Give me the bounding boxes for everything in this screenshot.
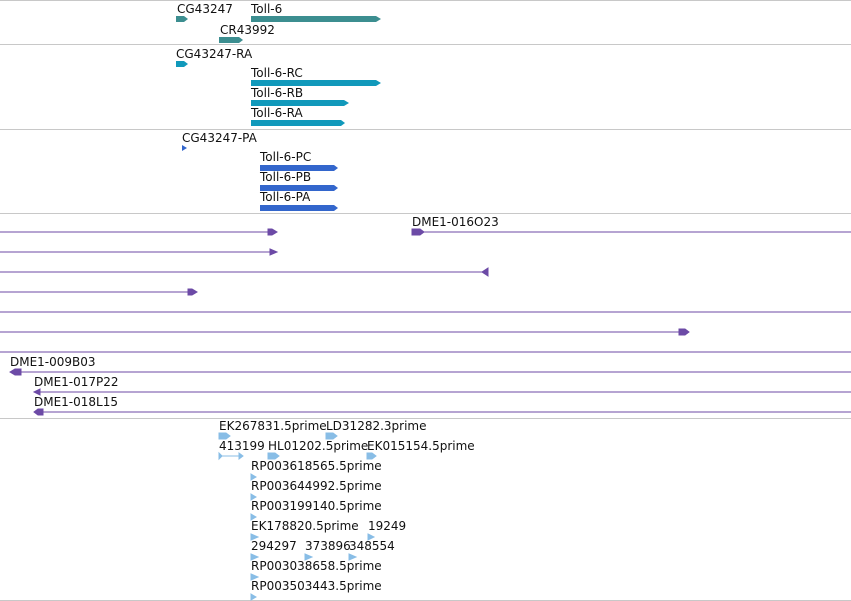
clone-label-dme1-016o23[interactable]: DME1-016O23 bbox=[412, 215, 499, 229]
transcript-feature-toll-6-ra bbox=[251, 120, 345, 126]
est-label[interactable]: 19249 bbox=[368, 519, 407, 533]
gene-feature-cg43247 bbox=[176, 16, 188, 22]
transcript-feature-toll-6-rc bbox=[251, 80, 381, 86]
est-label[interactable]: 348554 bbox=[349, 539, 395, 553]
protein-feature-toll-6-pb bbox=[260, 185, 338, 191]
gene-label-cg43247[interactable]: CG43247 bbox=[177, 2, 233, 16]
protein-label-toll-6-pa[interactable]: Toll-6-PA bbox=[260, 190, 311, 204]
gene-glyphs[interactable] bbox=[176, 16, 381, 43]
est-label[interactable]: 413199 bbox=[219, 439, 265, 453]
track-separator bbox=[0, 0, 851, 1]
clone-label-dme1-017p22[interactable]: DME1-017P22 bbox=[34, 375, 119, 389]
est-label[interactable]: RP003199140.5prime bbox=[251, 499, 382, 513]
transcript-feature-cg43247-ra bbox=[176, 61, 188, 67]
clone-glyphs[interactable] bbox=[0, 228, 851, 416]
transcript-glyphs[interactable] bbox=[176, 61, 381, 126]
gene-feature-cr43992 bbox=[219, 37, 243, 43]
est-label[interactable]: RP003644992.5prime bbox=[251, 479, 382, 493]
gene-feature-toll-6 bbox=[251, 16, 381, 22]
transcript-feature-toll-6-rb bbox=[251, 100, 349, 106]
protein-feature-cg43247-pa bbox=[182, 145, 187, 151]
est-label[interactable]: RP003618565.5prime bbox=[251, 459, 382, 473]
transcript-label-cg43247-ra[interactable]: CG43247-RA bbox=[176, 47, 253, 61]
clone-label-dme1-009b03[interactable]: DME1-009B03 bbox=[10, 355, 96, 369]
protein-feature-toll-6-pc bbox=[260, 165, 338, 171]
protein-label-toll-6-pb[interactable]: Toll-6-PB bbox=[260, 170, 312, 184]
transcript-label-toll-6-rb[interactable]: Toll-6-RB bbox=[251, 86, 304, 100]
est-label[interactable]: EK267831.5prime bbox=[219, 419, 327, 433]
est-label[interactable]: RP003503443.5prime bbox=[251, 579, 382, 593]
est-glyphs[interactable] bbox=[218, 432, 377, 601]
gene-label-cr43992[interactable]: CR43992 bbox=[220, 23, 275, 37]
est-label[interactable]: EK015154.5prime bbox=[367, 439, 475, 453]
refseq-transcripts-track: CG43247-PA Toll-6-PC Toll-6-PB Toll-6-PA bbox=[0, 130, 851, 213]
transcript-label-toll-6-rc[interactable]: Toll-6-RC bbox=[251, 66, 303, 80]
track-separator bbox=[0, 213, 851, 214]
est-label[interactable]: LD31282.3prime bbox=[326, 419, 427, 433]
ests-track: EK267831.5prime LD31282.3prime 413199 HL… bbox=[0, 419, 851, 600]
est-label[interactable]: EK178820.5prime bbox=[251, 519, 359, 533]
flybase-transcripts-track: CG43247-RA Toll-6-RC Toll-6-RB Toll-6-RA bbox=[0, 45, 851, 129]
genes-track: CG43247 Toll-6 CR43992 bbox=[0, 0, 851, 44]
protein-label-cg43247-pa[interactable]: CG43247-PA bbox=[182, 131, 257, 145]
est-label[interactable]: HL01202.5prime bbox=[268, 439, 369, 453]
track-separator bbox=[0, 418, 851, 419]
track-separator bbox=[0, 129, 851, 130]
track-separator bbox=[0, 44, 851, 45]
est-label[interactable]: 294297 bbox=[251, 539, 297, 553]
transcript-label-toll-6-ra[interactable]: Toll-6-RA bbox=[251, 106, 303, 120]
clone-label-dme1-018l15[interactable]: DME1-018L15 bbox=[34, 395, 118, 409]
protein-label-toll-6-pc[interactable]: Toll-6-PC bbox=[260, 150, 312, 164]
gene-label-toll-6[interactable]: Toll-6 bbox=[251, 2, 283, 16]
protein-feature-toll-6-pa bbox=[260, 205, 338, 211]
clones-track: DME1-016O23 DME1-009B03 DME1-017P22 DME1… bbox=[0, 214, 851, 418]
est-label[interactable]: RP003038658.5prime bbox=[251, 559, 382, 573]
protein-glyphs[interactable] bbox=[182, 145, 338, 211]
est-label[interactable]: 373896 bbox=[305, 539, 351, 553]
